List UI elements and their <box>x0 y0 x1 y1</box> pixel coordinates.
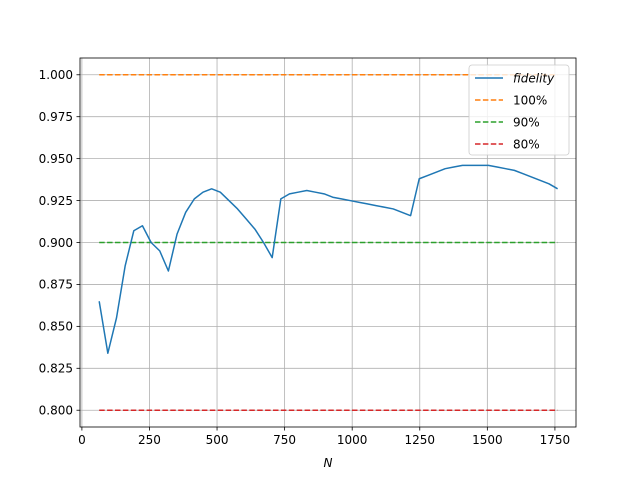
legend-label: fidelity <box>513 71 555 85</box>
y-tick-label: 0.925 <box>39 194 73 208</box>
y-tick-label: 0.825 <box>39 362 73 376</box>
y-tick-label: 0.850 <box>39 320 73 334</box>
legend-box <box>468 64 570 156</box>
series-line-fidelity <box>98 164 558 354</box>
x-axis: 0 250 500 750 1000 1250 1500 1750 <box>78 427 570 447</box>
y-tick-label: 0.800 <box>39 404 73 418</box>
x-tick-label: 250 <box>138 433 161 447</box>
legend-label: 100% <box>513 93 547 107</box>
x-tick-label: 1000 <box>337 433 368 447</box>
legend-label: 90% <box>513 115 540 129</box>
x-axis-label: N <box>324 456 333 470</box>
legend-label: 80% <box>513 137 540 151</box>
y-axis: 0.800 0.825 0.850 0.875 0.900 0.925 0.950 0.975… <box>39 68 80 418</box>
x-tick-label: 750 <box>273 433 296 447</box>
y-tick-label: 0.950 <box>39 152 73 166</box>
y-tick-label: 1.000 <box>39 68 73 82</box>
y-tick-label: 0.975 <box>39 110 73 124</box>
legend: fidelity 100% 90% 80% <box>468 64 570 156</box>
x-tick-label: 1500 <box>472 433 503 447</box>
y-tick-label: 0.875 <box>39 278 73 292</box>
x-tick-label: 1750 <box>540 433 571 447</box>
x-tick-label: 500 <box>206 433 229 447</box>
y-tick-label: 0.900 <box>39 236 73 250</box>
series-layer <box>98 74 558 411</box>
x-tick-label: 1250 <box>404 433 435 447</box>
x-tick-label: 0 <box>78 433 86 447</box>
